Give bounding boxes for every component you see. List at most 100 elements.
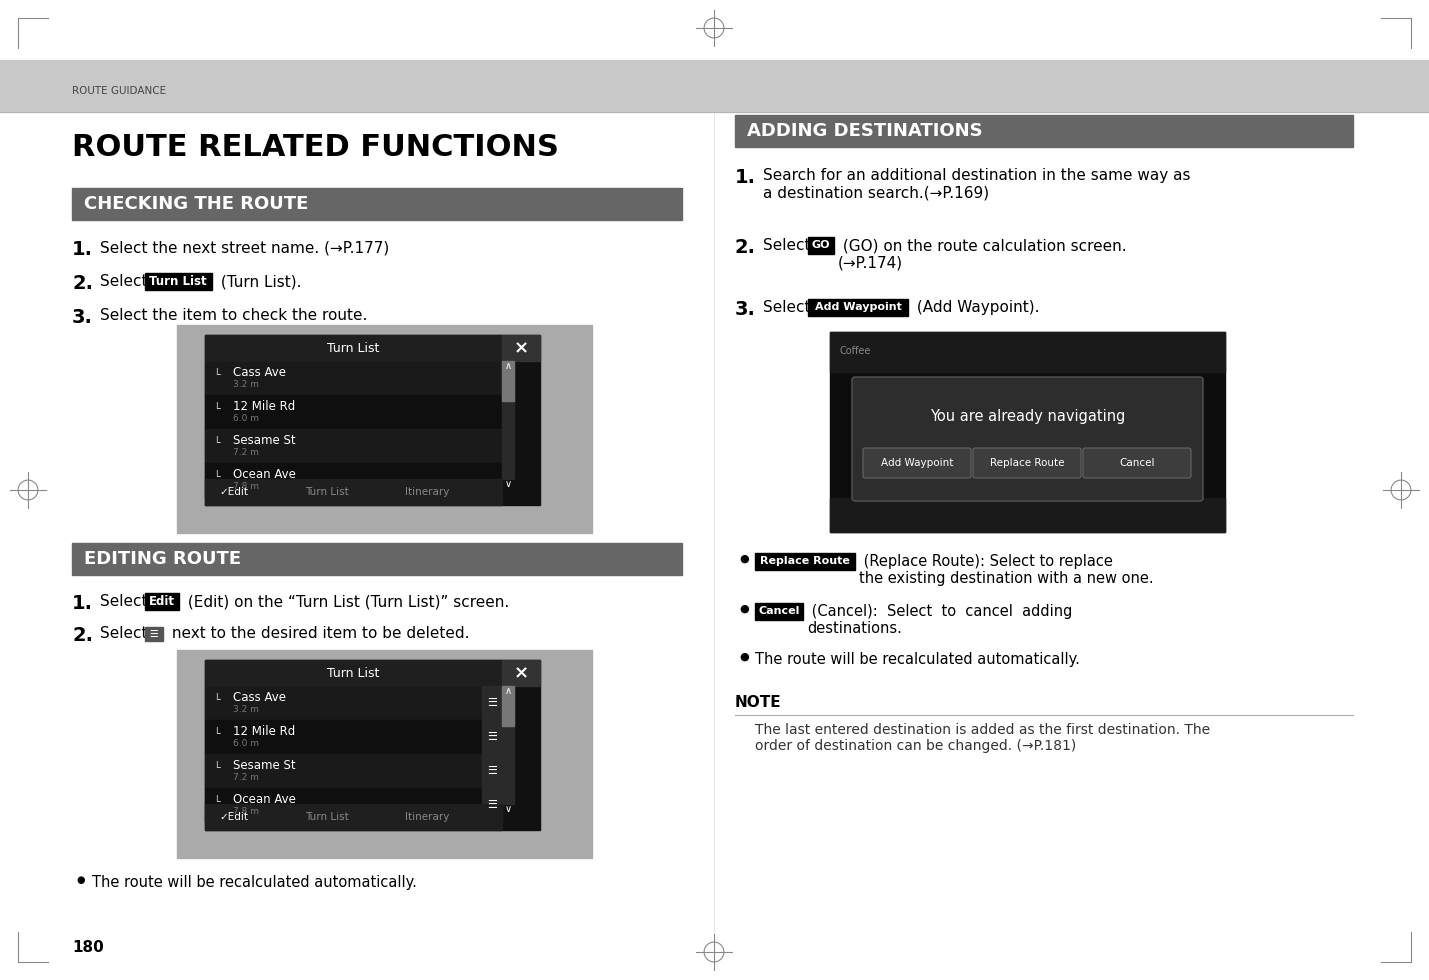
Bar [204,335,502,361]
Bar [482,720,502,754]
Bar [204,660,502,686]
Text: └: └ [213,763,220,773]
Text: 7.8 m: 7.8 m [233,807,259,816]
Text: Turn List: Turn List [327,341,380,355]
Text: 1.: 1. [71,594,93,613]
Text: ☰: ☰ [487,732,497,742]
Bar [204,479,502,505]
Bar [204,335,540,505]
Text: (Edit) on the “Turn List (Turn List)” screen.: (Edit) on the “Turn List (Turn List)” sc… [183,594,509,609]
Text: GO: GO [812,240,830,250]
Text: Select: Select [763,238,816,253]
Bar [755,603,803,620]
Text: Ocean Ave: Ocean Ave [233,468,296,481]
Bar [807,299,907,316]
Bar [144,593,179,610]
Bar [502,361,514,479]
Bar [502,361,514,401]
Text: Select: Select [763,300,816,315]
Bar [204,686,482,720]
Text: next to the desired item to be deleted.: next to the desired item to be deleted. [167,626,470,641]
Bar [71,188,682,220]
Bar [204,463,502,497]
Text: ×: × [513,339,529,357]
Text: └: └ [213,370,220,380]
Bar [144,273,211,290]
Text: 3.2 m: 3.2 m [233,705,259,714]
Text: Turn List: Turn List [304,812,349,822]
Text: 2.: 2. [71,626,93,645]
Text: The route will be recalculated automatically.: The route will be recalculated automatic… [91,875,417,890]
Bar [204,720,482,754]
Text: ●: ● [739,652,749,662]
Text: ✓Edit: ✓Edit [219,487,249,497]
Text: Cancel: Cancel [759,606,800,616]
Bar [830,498,1225,532]
Bar [144,627,163,641]
Text: (Turn List).: (Turn List). [216,274,302,289]
Text: 6.0 m: 6.0 m [233,739,259,748]
Text: ☰: ☰ [487,766,497,776]
Bar [482,788,502,822]
Text: 3.: 3. [735,300,756,319]
Text: ☰: ☰ [150,629,159,639]
Text: Select the next street name. (→P.177): Select the next street name. (→P.177) [100,240,389,255]
Text: Select: Select [100,274,153,289]
Text: 2.: 2. [71,274,93,293]
Text: The route will be recalculated automatically.: The route will be recalculated automatic… [755,652,1080,667]
FancyBboxPatch shape [863,448,970,478]
Bar [204,429,502,463]
Text: 1.: 1. [71,240,93,259]
Bar [755,553,855,570]
Text: ●: ● [76,875,84,885]
Text: Coffee: Coffee [840,346,872,356]
Text: └: └ [213,472,220,482]
Text: ☰: ☰ [487,698,497,708]
Text: Select the item to check the route.: Select the item to check the route. [100,308,367,323]
Text: Select: Select [100,626,153,641]
Text: CHECKING THE ROUTE: CHECKING THE ROUTE [84,195,309,213]
Text: ☰: ☰ [487,800,497,810]
FancyBboxPatch shape [1083,448,1190,478]
Text: Turn List: Turn List [304,487,349,497]
Text: 3.: 3. [71,308,93,327]
Text: └: └ [213,695,220,705]
Text: ∨: ∨ [504,479,512,489]
Text: (Cancel):  Select  to  cancel  adding
destinations.: (Cancel): Select to cancel adding destin… [807,604,1072,636]
FancyBboxPatch shape [852,377,1203,501]
Text: ●: ● [739,604,749,614]
Text: ∧: ∧ [504,686,512,696]
Text: ∧: ∧ [504,361,512,371]
Text: You are already navigating: You are already navigating [930,409,1125,423]
Text: Sesame St: Sesame St [233,759,296,772]
Bar [71,543,682,575]
Text: Cass Ave: Cass Ave [233,691,286,704]
Text: 7.8 m: 7.8 m [233,482,259,491]
Text: 1.: 1. [735,168,756,187]
Text: ∨: ∨ [504,804,512,814]
Text: ✓Edit: ✓Edit [219,812,249,822]
Text: 7.2 m: 7.2 m [233,448,259,457]
Text: 2.: 2. [735,238,756,257]
Text: Itinerary: Itinerary [404,487,449,497]
Bar [204,361,502,395]
Text: Cancel: Cancel [1119,458,1155,468]
Text: 6.0 m: 6.0 m [233,414,259,423]
Text: Cass Ave: Cass Ave [233,366,286,379]
Bar [807,237,835,254]
Bar [177,650,592,858]
Text: Replace Route: Replace Route [990,458,1065,468]
Bar [177,325,592,533]
Text: The last entered destination is added as the first destination. The
order of des: The last entered destination is added as… [755,723,1210,754]
Bar [204,804,502,830]
Text: Ocean Ave: Ocean Ave [233,793,296,806]
Text: 7.2 m: 7.2 m [233,773,259,782]
Text: (Replace Route): Select to replace
the existing destination with a new one.: (Replace Route): Select to replace the e… [859,554,1153,586]
Text: 12 Mile Rd: 12 Mile Rd [233,725,296,738]
Text: └: └ [213,729,220,739]
Bar [204,754,482,788]
Text: Search for an additional destination in the same way as
a destination search.(→P: Search for an additional destination in … [763,168,1190,200]
Bar [502,686,514,726]
Text: (GO) on the route calculation screen.
(→P.174): (GO) on the route calculation screen. (→… [837,238,1126,270]
Text: ROUTE GUIDANCE: ROUTE GUIDANCE [71,86,166,96]
